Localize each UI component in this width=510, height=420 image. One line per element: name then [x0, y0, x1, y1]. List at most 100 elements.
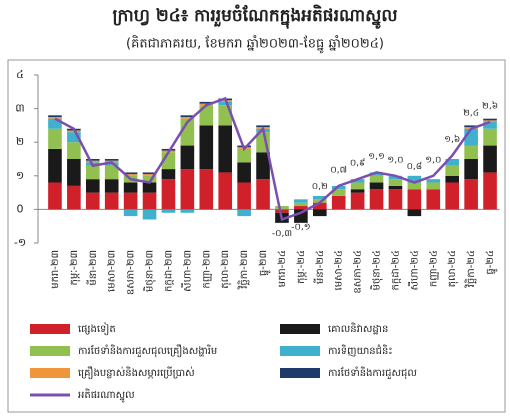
data-label: -០,១ — [291, 222, 310, 232]
bar-segment — [48, 128, 62, 149]
x-tick-label: មេសា-២៤ — [334, 250, 345, 290]
x-tick-label: មករា-២៣ — [50, 250, 61, 289]
bar-segment — [331, 185, 346, 190]
bar-segment — [67, 142, 81, 159]
bar-segment — [48, 148, 62, 183]
data-label: ២,៦ — [482, 101, 498, 112]
bar-segment — [142, 175, 157, 183]
bar-segment — [350, 182, 365, 190]
data-label: ១,០ — [387, 155, 403, 165]
legend-swatch — [30, 346, 70, 356]
bar-segment — [161, 169, 176, 180]
bar-segment — [369, 175, 384, 183]
bar-segment — [483, 122, 497, 129]
bar-segment — [483, 118, 497, 121]
legend-swatch — [30, 324, 70, 334]
legend-label: ការទិញយានជំនិះ — [328, 344, 393, 357]
bar-segment — [142, 182, 157, 193]
bar-segment — [407, 209, 422, 217]
bar-segment — [312, 199, 327, 203]
bar-segment — [218, 125, 233, 173]
legend-label: អតិផរណាស្នូល — [78, 388, 135, 403]
bar-segment — [256, 179, 270, 210]
bar-segment — [350, 192, 365, 210]
frame — [7, 59, 506, 413]
x-tick-label: មករា-២៤ — [277, 250, 288, 287]
legend-label: គ្រឿងបន្លាស់និងសម្ភារប្រើប្រាស់ — [78, 366, 195, 380]
y-tick-label: 0 — [17, 202, 24, 215]
bar-segment — [275, 209, 289, 213]
bar-segment — [369, 182, 384, 190]
bar-segment — [369, 172, 384, 176]
bar-segment — [142, 209, 157, 220]
bar-segment — [388, 189, 403, 210]
bar-segment — [464, 125, 478, 128]
bar-segment — [142, 174, 157, 176]
bar-segment — [85, 160, 100, 163]
bar-segment — [199, 125, 214, 170]
bar-segment — [426, 179, 441, 183]
bar-segment — [48, 115, 62, 117]
bar-segment — [48, 117, 62, 119]
x-tick-label: ធ្នូ-២៣ — [258, 250, 271, 276]
legend-label: ការថែទាំនិងការជួសជុល — [328, 366, 417, 380]
x-tick-label: ឧសភា-២៤ — [353, 250, 364, 294]
bar-segment — [199, 105, 214, 126]
x-tick-label: ធ្នូ-២៤ — [485, 250, 498, 275]
bar-segment — [180, 117, 195, 119]
bar-segment — [445, 165, 460, 176]
bar-segment — [123, 209, 138, 217]
bar-segment — [483, 120, 497, 123]
x-tick-label: សីហា-២៣ — [180, 250, 193, 292]
legend-swatch — [280, 324, 320, 334]
chart-subtitle: (គិតជាភាគរយ, ខែមករា ឆ្នាំ២០២៣-ខែធ្នូ ឆ្ន… — [126, 35, 384, 54]
chart-title: ក្រាហ្វ ២៤៖ ការរួមចំណែកក្នុងអតិផរណាស្នូល — [112, 4, 397, 29]
bar-segment — [85, 159, 100, 161]
x-tick-label: ឧសភា-២៣ — [126, 250, 137, 295]
bar-segment — [180, 209, 195, 213]
legend-swatch — [280, 346, 320, 356]
bar-segment — [388, 185, 403, 190]
bar-segment — [67, 159, 81, 186]
data-label: ១,១ — [368, 152, 384, 162]
bar-segment — [294, 206, 308, 210]
x-tick-label: តុលា-២៤ — [447, 250, 459, 287]
data-label: ២,៤ — [463, 108, 479, 118]
bar-segment — [161, 148, 176, 151]
y-tick-label: ២ — [16, 135, 24, 148]
x-tick-label: វិច្ឆិកា-២៤ — [464, 250, 477, 288]
bar-segment — [407, 182, 422, 190]
bar-segment — [123, 192, 138, 210]
bar-segment — [161, 209, 176, 213]
bar-segment — [445, 159, 460, 166]
data-label: ១,៦ — [444, 134, 460, 145]
bar-segment — [104, 159, 119, 161]
bar-segment — [237, 148, 251, 163]
x-tick-label: តុលា-២៣ — [220, 250, 232, 289]
bar-segment — [369, 189, 384, 210]
bar-segment — [350, 189, 365, 193]
bar-segment — [256, 152, 270, 180]
bar-segment — [464, 159, 478, 180]
legend-swatch — [30, 368, 70, 378]
data-label: ០,៨ — [407, 161, 423, 172]
legend-swatch — [280, 368, 320, 378]
bar-segment — [104, 192, 119, 210]
bar-segment — [123, 174, 138, 176]
y-tick-label: -១ — [14, 236, 26, 249]
bar-segment — [445, 175, 460, 183]
bar-segment — [199, 101, 214, 104]
x-tick-label: វិច្ឆិកា-២៣ — [237, 250, 250, 290]
bar-segment — [350, 179, 365, 183]
bar-segment — [104, 162, 119, 166]
x-tick-label: កុម្ភៈ-២៤ — [296, 250, 308, 284]
x-tick-label: មេសា-២៣ — [107, 250, 118, 292]
data-label: ០,៧ — [330, 165, 347, 175]
data-label: -០,៣ — [272, 229, 292, 239]
bar-segment — [464, 179, 478, 210]
bar-segment — [48, 118, 62, 129]
bar-segment — [237, 182, 251, 210]
bar-segment — [483, 128, 497, 146]
bar-segment — [237, 209, 251, 217]
bar-segment — [445, 182, 460, 210]
